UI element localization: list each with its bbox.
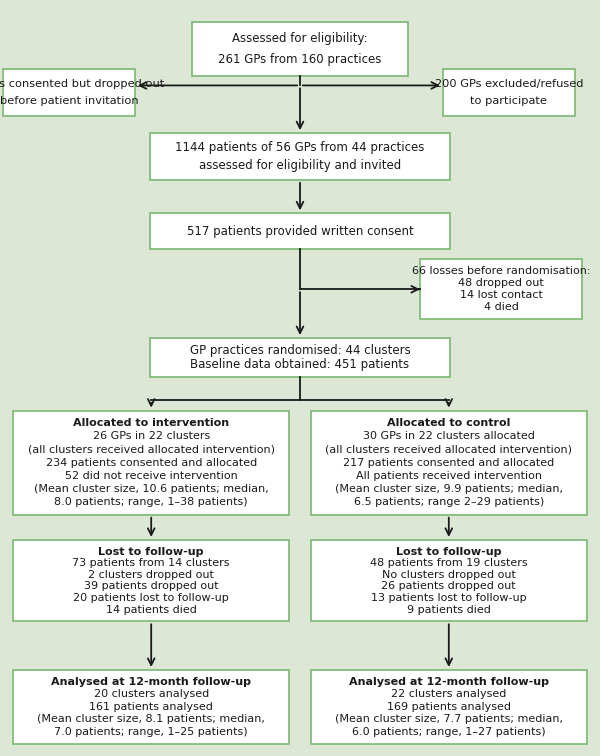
Text: 30 GPs in 22 clusters allocated: 30 GPs in 22 clusters allocated [363, 432, 535, 442]
Bar [150, 213, 450, 249]
Text: Assessed for eligibility:: Assessed for eligibility: [232, 32, 368, 45]
Text: 26 patients dropped out: 26 patients dropped out [382, 581, 516, 591]
Text: 161 patients analysed: 161 patients analysed [89, 702, 213, 712]
Text: Lost to follow-up: Lost to follow-up [98, 547, 204, 556]
Text: (Mean cluster size, 7.7 patients; median,: (Mean cluster size, 7.7 patients; median… [335, 714, 563, 724]
Text: (all clusters received allocated intervention): (all clusters received allocated interve… [325, 445, 572, 454]
Text: (Mean cluster size, 8.1 patients; median,: (Mean cluster size, 8.1 patients; median… [37, 714, 265, 724]
Bar [13, 670, 289, 744]
Text: Baseline data obtained: 451 patients: Baseline data obtained: 451 patients [190, 358, 410, 371]
Text: 14 lost contact: 14 lost contact [460, 290, 542, 300]
Bar [192, 22, 408, 76]
Text: 1144 patients of 56 GPs from 44 practices: 1144 patients of 56 GPs from 44 practice… [175, 141, 425, 154]
Text: 66 losses before randomisation:: 66 losses before randomisation: [412, 265, 590, 276]
Bar [13, 411, 289, 515]
Bar [150, 338, 450, 377]
Text: 217 patients consented and allocated: 217 patients consented and allocated [343, 457, 554, 468]
Bar [150, 133, 450, 180]
Text: 48 patients from 19 clusters: 48 patients from 19 clusters [370, 558, 527, 569]
Text: assessed for eligibility and invited: assessed for eligibility and invited [199, 159, 401, 172]
Text: 2 clusters dropped out: 2 clusters dropped out [88, 570, 214, 580]
Text: 13 patients lost to follow-up: 13 patients lost to follow-up [371, 593, 527, 603]
Text: 73 patients from 14 clusters: 73 patients from 14 clusters [73, 558, 230, 569]
Text: (Mean cluster size, 10.6 patients; median,: (Mean cluster size, 10.6 patients; media… [34, 484, 269, 494]
Text: 200 GPs excluded/refused: 200 GPs excluded/refused [434, 79, 583, 88]
Text: 14 patients died: 14 patients died [106, 605, 197, 615]
Text: to participate: to participate [470, 96, 547, 106]
Text: 39 patients dropped out: 39 patients dropped out [84, 581, 218, 591]
Bar [311, 670, 587, 744]
Text: 234 patients consented and allocated: 234 patients consented and allocated [46, 457, 257, 468]
Bar [311, 411, 587, 515]
Bar [311, 540, 587, 621]
Text: 6.5 patients; range 2–29 patients): 6.5 patients; range 2–29 patients) [353, 497, 544, 507]
Text: 6.0 patients; range, 1–27 patients): 6.0 patients; range, 1–27 patients) [352, 727, 545, 736]
Text: 5 GPs consented but dropped out: 5 GPs consented but dropped out [0, 79, 164, 88]
Text: (Mean cluster size, 9.9 patients; median,: (Mean cluster size, 9.9 patients; median… [335, 484, 563, 494]
Text: before patient invitation: before patient invitation [0, 96, 139, 106]
Text: 169 patients analysed: 169 patients analysed [387, 702, 511, 712]
Text: (all clusters received allocated intervention): (all clusters received allocated interve… [28, 445, 275, 454]
Text: Lost to follow-up: Lost to follow-up [396, 547, 502, 556]
Text: 20 patients lost to follow-up: 20 patients lost to follow-up [73, 593, 229, 603]
Text: 22 clusters analysed: 22 clusters analysed [391, 689, 506, 699]
Text: Analysed at 12-month follow-up: Analysed at 12-month follow-up [349, 677, 549, 687]
Text: 48 dropped out: 48 dropped out [458, 277, 544, 288]
Bar [3, 69, 135, 116]
Text: 4 died: 4 died [484, 302, 518, 312]
Text: 52 did not receive intervention: 52 did not receive intervention [65, 471, 238, 481]
Bar [13, 540, 289, 621]
Text: GP practices randomised: 44 clusters: GP practices randomised: 44 clusters [190, 344, 410, 358]
Text: 9 patients died: 9 patients died [407, 605, 491, 615]
Text: 517 patients provided written consent: 517 patients provided written consent [187, 225, 413, 238]
Text: 7.0 patients; range, 1–25 patients): 7.0 patients; range, 1–25 patients) [55, 727, 248, 736]
Text: 261 GPs from 160 practices: 261 GPs from 160 practices [218, 53, 382, 67]
Text: No clusters dropped out: No clusters dropped out [382, 570, 516, 580]
Text: 20 clusters analysed: 20 clusters analysed [94, 689, 209, 699]
Text: All patients received intervention: All patients received intervention [356, 471, 542, 481]
Text: 26 GPs in 22 clusters: 26 GPs in 22 clusters [92, 432, 210, 442]
Bar [420, 259, 582, 319]
Text: Analysed at 12-month follow-up: Analysed at 12-month follow-up [51, 677, 251, 687]
Bar [443, 69, 575, 116]
Text: Allocated to control: Allocated to control [387, 418, 511, 428]
Text: 8.0 patients; range, 1–38 patients): 8.0 patients; range, 1–38 patients) [55, 497, 248, 507]
Text: Allocated to intervention: Allocated to intervention [73, 418, 229, 428]
